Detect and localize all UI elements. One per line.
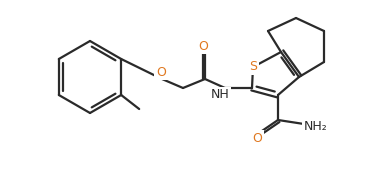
Text: NH₂: NH₂: [304, 121, 328, 134]
Text: O: O: [156, 65, 166, 79]
Text: S: S: [249, 61, 257, 74]
Text: NH: NH: [211, 89, 229, 101]
Text: O: O: [252, 131, 262, 145]
Text: O: O: [198, 40, 208, 52]
